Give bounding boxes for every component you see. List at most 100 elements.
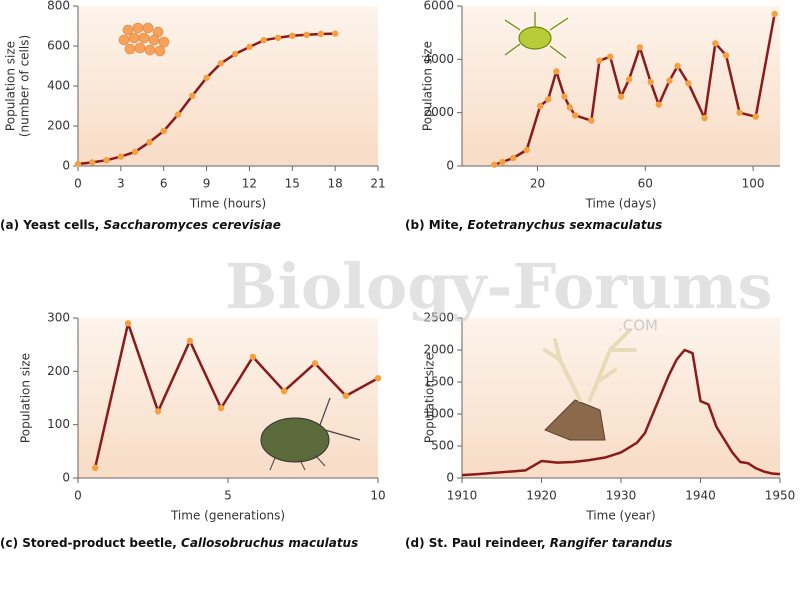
x-tick-label: 21 bbox=[370, 177, 385, 191]
data-line bbox=[93, 322, 379, 469]
data-point bbox=[203, 74, 210, 82]
y-axis-label: Population size bbox=[423, 353, 437, 443]
data-point bbox=[331, 30, 339, 37]
data-point bbox=[752, 113, 759, 120]
caption-species: Callosobruchus maculatus bbox=[181, 536, 358, 550]
x-tick-label: 0 bbox=[74, 177, 82, 191]
x-tick-label: 15 bbox=[285, 177, 300, 191]
data-point bbox=[246, 43, 253, 51]
data-point bbox=[131, 148, 139, 155]
data-point bbox=[160, 127, 167, 135]
x-tick-label: 9 bbox=[203, 177, 211, 191]
caption-species: Eotetranychus sexmaculatus bbox=[467, 218, 662, 232]
data-point bbox=[260, 37, 267, 44]
reindeer-illustration bbox=[543, 328, 637, 441]
data-point bbox=[217, 404, 225, 412]
data-line bbox=[461, 348, 781, 477]
data-point bbox=[771, 10, 778, 18]
caption: (d) St. Paul reindeer, Rangifer tarandus bbox=[405, 536, 672, 550]
y-tick-label: 6000 bbox=[423, 0, 454, 13]
data-point bbox=[491, 161, 498, 168]
x-axis-label: Time (year) bbox=[585, 509, 655, 523]
x-axis-label: Time (hours) bbox=[189, 197, 266, 211]
data-point bbox=[666, 77, 673, 84]
data-point bbox=[617, 93, 625, 100]
y-tick-label: 400 bbox=[47, 79, 70, 93]
data-point bbox=[636, 44, 644, 51]
caption-species: Rangifer tarandus bbox=[550, 536, 673, 550]
y-tick-label: 2500 bbox=[423, 311, 454, 325]
data-point bbox=[545, 96, 552, 103]
y-axis-label: Population size bbox=[19, 353, 33, 443]
x-tick-label: 1940 bbox=[685, 489, 716, 503]
y-tick-label: 100 bbox=[47, 417, 70, 431]
data-point bbox=[303, 31, 310, 38]
caption-text: (a) Yeast cells, bbox=[0, 218, 103, 232]
data-point bbox=[249, 353, 257, 361]
data-point bbox=[596, 57, 603, 64]
x-tick-label: 18 bbox=[328, 177, 343, 191]
data-point bbox=[103, 157, 110, 164]
data-point bbox=[655, 101, 662, 108]
y-axis-label: Population size bbox=[4, 41, 18, 131]
caption: (c) Stored-product beetle, Callosobruchu… bbox=[0, 536, 358, 550]
y-tick-label: 0 bbox=[62, 471, 70, 485]
y-tick-label: 600 bbox=[47, 39, 70, 53]
data-point bbox=[91, 464, 99, 472]
data-point bbox=[701, 114, 708, 122]
data-point bbox=[674, 62, 681, 70]
data-point bbox=[154, 408, 162, 415]
watermark-suffix: .COM bbox=[618, 317, 658, 335]
x-tick-label: 60 bbox=[638, 177, 653, 191]
caption-species: Saccharomyces cerevisiae bbox=[103, 218, 280, 232]
data-point bbox=[124, 320, 132, 327]
x-tick-label: 10 bbox=[370, 489, 385, 503]
data-point bbox=[571, 112, 579, 119]
caption: (b) Mite, Eotetranychus sexmaculatus bbox=[405, 218, 662, 232]
y-tick-label: 0 bbox=[62, 159, 70, 173]
data-point bbox=[189, 92, 196, 100]
data-point bbox=[625, 76, 633, 83]
y-tick-label: 0 bbox=[446, 159, 454, 173]
caption: (a) Yeast cells, Saccharomyces cerevisia… bbox=[0, 218, 281, 232]
data-point bbox=[311, 360, 319, 367]
data-point bbox=[374, 375, 382, 382]
y-tick-label: 4000 bbox=[423, 52, 454, 66]
x-tick-label: 6 bbox=[160, 177, 168, 191]
data-point bbox=[566, 104, 573, 111]
y-tick-label: 800 bbox=[47, 0, 70, 13]
data-point bbox=[561, 93, 568, 100]
x-axis-label: Time (days) bbox=[585, 197, 657, 211]
data-point bbox=[736, 109, 743, 116]
data-point bbox=[274, 34, 282, 41]
data-point bbox=[523, 146, 530, 154]
x-tick-label: 20 bbox=[530, 177, 545, 191]
beetle-illustration bbox=[260, 397, 361, 471]
x-tick-label: 5 bbox=[224, 489, 232, 503]
x-tick-label: 3 bbox=[117, 177, 125, 191]
x-tick-label: 100 bbox=[742, 177, 765, 191]
data-point bbox=[685, 80, 692, 87]
data-point bbox=[74, 160, 82, 168]
mite-illustration bbox=[504, 12, 569, 59]
data-point bbox=[217, 60, 225, 67]
data-point bbox=[553, 68, 560, 75]
data-point bbox=[510, 154, 517, 162]
watermark: Biology-Forums bbox=[225, 250, 773, 323]
y-tick-label: 2000 bbox=[423, 105, 454, 119]
y-tick-label: 500 bbox=[431, 439, 454, 453]
plot-area bbox=[462, 6, 780, 166]
caption-text: (c) Stored-product beetle, bbox=[0, 536, 181, 550]
data-point bbox=[289, 32, 296, 39]
y-axis-label: Population size bbox=[421, 41, 435, 131]
data-point bbox=[722, 52, 730, 59]
x-tick-label: 1920 bbox=[526, 489, 557, 503]
x-tick-label: 0 bbox=[74, 489, 82, 503]
caption-text: (d) St. Paul reindeer, bbox=[405, 536, 550, 550]
data-point bbox=[231, 50, 239, 58]
x-tick-label: 1950 bbox=[765, 489, 796, 503]
x-axis-label: Time (generations) bbox=[170, 509, 285, 523]
x-tick-label: 1910 bbox=[447, 489, 478, 503]
data-point bbox=[117, 153, 125, 160]
data-point bbox=[317, 30, 325, 38]
